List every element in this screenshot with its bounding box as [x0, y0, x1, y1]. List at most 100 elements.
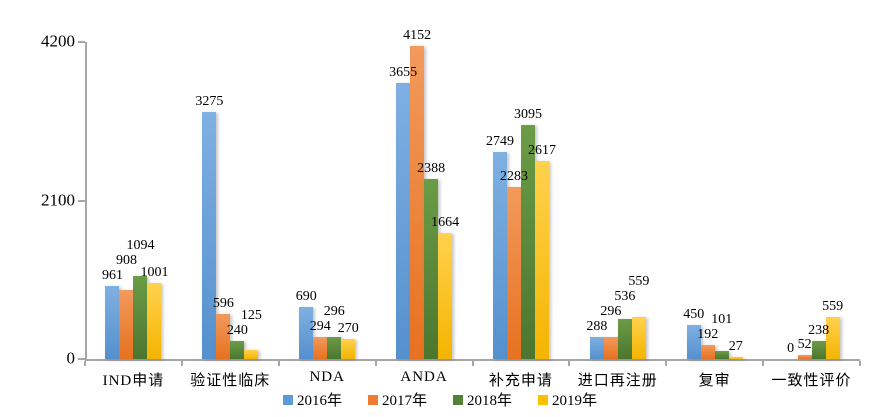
category-label: 补充申请 [488, 373, 553, 389]
bar-value-label: 908 [115, 253, 137, 269]
bar-value-label: 2617 [527, 143, 556, 159]
category-label: 一致性评价 [771, 373, 852, 389]
bar-value-label: 961 [101, 268, 123, 284]
category-label: 复审 [698, 373, 731, 389]
bar [105, 286, 120, 359]
bar-value-label: 4152 [403, 27, 432, 43]
bar [534, 161, 549, 359]
bar [700, 344, 715, 359]
bar [506, 186, 521, 359]
bar [147, 283, 162, 359]
bar [603, 336, 618, 359]
bar-value-label: 559 [628, 274, 650, 290]
bar-value-label: 1001 [140, 265, 169, 281]
bar-value-label: 536 [614, 289, 636, 305]
bar-value-label: 101 [711, 311, 733, 327]
bar [230, 340, 245, 359]
legend-label: 2018年 [467, 393, 513, 409]
x-axis-tick [568, 361, 571, 366]
bar-value-label: 1664 [431, 215, 460, 231]
bar [313, 336, 328, 359]
y-axis [85, 42, 87, 361]
x-axis-tick [471, 361, 474, 366]
legend-item: 2019年 [538, 389, 597, 410]
bar-value-label: 2749 [485, 133, 514, 149]
legend-label: 2017年 [381, 393, 427, 409]
bar-value-label: 125 [240, 307, 262, 323]
category-label: ANDA [400, 369, 448, 385]
bar-value-label: 52 [797, 337, 812, 353]
bar [797, 355, 812, 359]
bar [728, 356, 743, 359]
category-label: 进口再注册 [577, 373, 658, 389]
bar-value-label: 2388 [417, 160, 446, 176]
bar-value-label: 192 [697, 326, 719, 342]
bar-value-label: 3275 [195, 93, 224, 109]
x-axis [85, 359, 860, 361]
bar [299, 306, 314, 359]
bar [424, 178, 439, 359]
bar [589, 337, 604, 359]
x-axis-tick [277, 361, 280, 366]
bar [825, 316, 840, 359]
bar [202, 111, 217, 359]
x-axis-tick [665, 361, 668, 366]
bar [617, 318, 632, 359]
bar-value-label: 296 [323, 303, 345, 319]
bar-value-label: 3655 [389, 65, 418, 81]
legend-swatch [453, 394, 463, 405]
bar [133, 276, 148, 359]
x-axis-tick [762, 361, 765, 366]
x-axis-tick [859, 361, 861, 366]
y-axis-tick-label: 2100 [41, 190, 75, 210]
category-label: 验证性临床 [190, 373, 271, 389]
bar [327, 336, 342, 359]
y-axis-tick-label: 0 [66, 348, 76, 368]
bar-value-label: 690 [295, 288, 317, 304]
y-axis-tick [78, 41, 85, 43]
y-axis-tick [78, 199, 85, 202]
bar-value-label: 0 [787, 341, 795, 356]
bar [216, 314, 231, 359]
bar [520, 125, 535, 359]
bar [714, 351, 729, 359]
x-axis-tick [180, 361, 183, 366]
legend-item: 2018年 [453, 389, 512, 410]
bar [631, 316, 646, 359]
bar-value-label: 288 [586, 319, 608, 335]
bar-value-label: 2283 [499, 168, 528, 184]
bar [492, 151, 507, 359]
bar [410, 45, 425, 359]
legend-item: 2016年 [282, 389, 342, 410]
legend-swatch [367, 394, 378, 405]
bar-value-label: 296 [600, 304, 622, 320]
bar-value-label: 27 [728, 338, 743, 354]
category-label: IND申请 [102, 373, 165, 389]
y-axis-tick [78, 358, 85, 360]
category-label: NDA [309, 369, 345, 385]
bar [686, 325, 701, 359]
bar-value-label: 238 [808, 323, 830, 339]
legend-label: 2016年 [296, 393, 342, 409]
bar-value-label: 3095 [513, 107, 542, 123]
x-axis-tick [84, 361, 86, 366]
legend-label: 2019年 [552, 393, 598, 409]
chart-legend: 2016年 2017年 2018年 2019年 [0, 389, 880, 410]
legend-swatch [282, 394, 293, 405]
bar-value-label: 240 [226, 322, 248, 338]
bar-value-label: 1094 [126, 238, 155, 254]
bar [396, 83, 411, 359]
bar-value-label: 294 [309, 318, 331, 334]
x-axis-tick [374, 361, 377, 366]
legend-swatch [538, 394, 549, 405]
bar [341, 338, 356, 359]
bar-value-label: 270 [337, 320, 359, 336]
legend-item: 2017年 [367, 389, 427, 410]
bar-value-label: 596 [212, 296, 234, 312]
bar [244, 349, 259, 359]
y-axis-tick-label: 4200 [41, 31, 75, 51]
bar [119, 290, 134, 359]
bar-value-label: 559 [822, 298, 844, 314]
bar [811, 341, 826, 359]
